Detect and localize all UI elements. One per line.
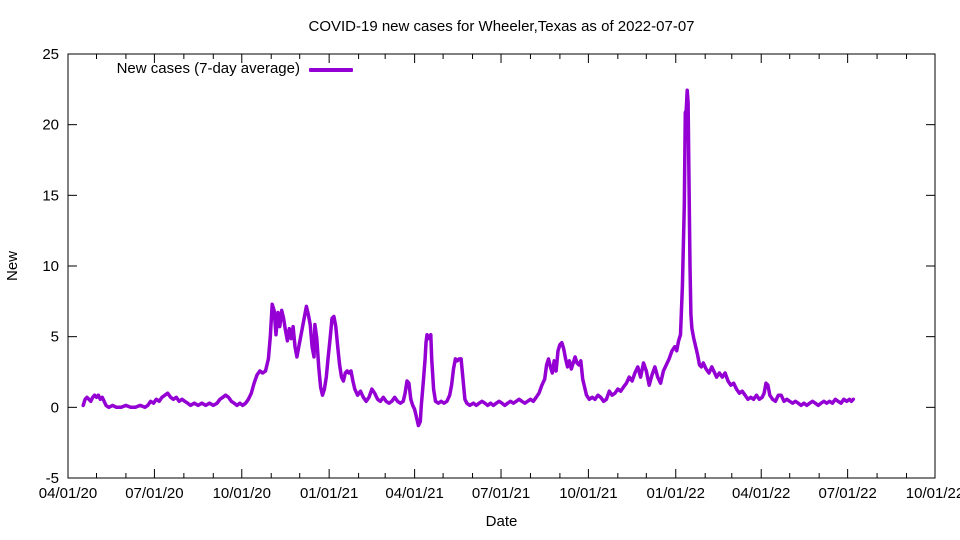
x-tick-label: 10/01/21 <box>559 485 617 502</box>
y-tick-label: 15 <box>42 187 59 204</box>
y-tick-label: 10 <box>42 258 59 275</box>
y-tick-label: 5 <box>51 329 59 346</box>
x-tick-label: 04/01/22 <box>732 485 790 502</box>
x-axis-label: Date <box>485 513 518 530</box>
x-tick-label: 01/01/22 <box>647 485 705 502</box>
legend-line-swatch <box>309 68 353 72</box>
y-tick-label: 20 <box>42 117 59 134</box>
x-tick-label: 04/01/20 <box>39 485 97 502</box>
legend-label: New cases (7-day average) <box>116 60 300 77</box>
series-line <box>81 88 856 428</box>
x-tick-label: 10/01/20 <box>213 485 271 502</box>
y-axis-label: New <box>4 251 21 282</box>
x-tick-label: 01/01/21 <box>300 485 358 502</box>
y-tick-label: 0 <box>51 399 59 416</box>
x-tick-label: 04/01/21 <box>385 485 443 502</box>
x-tick-label: 07/01/21 <box>472 485 530 502</box>
x-tick-label: 07/01/22 <box>818 485 876 502</box>
plot-frame <box>67 53 936 479</box>
y-tick-label: -5 <box>46 470 59 487</box>
chart-title: COVID-19 new cases for Wheeler,Texas as … <box>308 18 695 35</box>
y-tick-label: 25 <box>42 46 59 63</box>
x-tick-label: 07/01/20 <box>125 485 183 502</box>
x-tick-label: 10/01/22 <box>906 485 960 502</box>
